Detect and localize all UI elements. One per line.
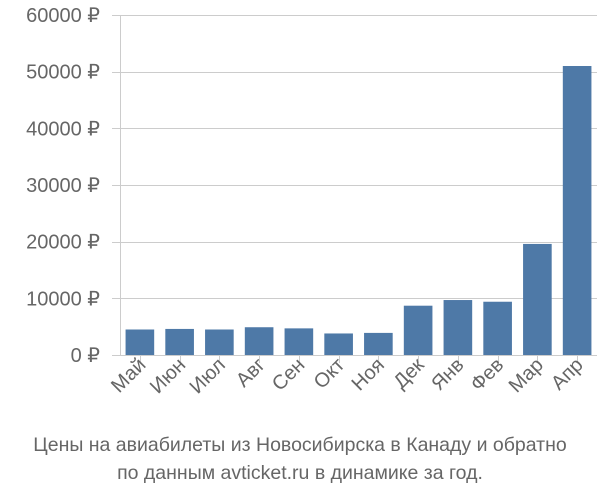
bar-4 [244,327,274,355]
x-tick-label: Янв [427,354,468,395]
y-tick-label: 20000 ₽ [26,232,100,254]
chart-caption-line-1: Цены на авиабилеты из Новосибирска в Кан… [33,434,567,456]
bar-11 [523,243,552,355]
x-tick-label: Апр [547,354,588,395]
x-tick-label: Окт [310,354,349,393]
bar-3 [205,329,234,355]
y-tick-label: 30000 ₽ [26,175,100,197]
bar-10 [483,301,512,355]
x-tick-label: Сен [268,354,309,395]
chart-caption-line-2: по данным avticket.ru в динамике за год. [117,462,483,484]
x-tick-label: Июл [186,354,230,398]
bar-12 [562,66,592,355]
bar-7 [364,332,393,355]
x-tick-label: Май [107,354,150,397]
y-tick-label: 40000 ₽ [26,118,100,140]
bars [125,66,592,355]
bar-9 [443,300,473,355]
bar-1 [125,329,155,355]
x-tick-label: Фев [466,354,508,396]
bar-2 [165,328,194,355]
grid-lines [120,15,597,356]
y-tick-labels: 0 ₽ 10000 ₽ 20000 ₽ 30000 ₽ 40000 ₽ 50000 ₽ 60… [26,5,100,367]
y-tick-label: 60000 ₽ [26,5,100,27]
bar-6 [324,333,353,355]
x-tick-label: Июн [146,354,190,398]
bar-8 [403,305,433,355]
x-tick-label: Дек [389,354,428,393]
bar-5 [284,328,314,355]
price-bar-chart: 0 ₽ 10000 ₽ 20000 ₽ 30000 ₽ 40000 ₽ 50000 ₽ 60… [26,5,597,398]
axes [112,15,578,363]
y-tick-label: 0 ₽ [71,345,101,367]
x-tick-label: Мар [505,354,548,397]
y-tick-label: 10000 ₽ [26,288,100,310]
y-tick-label: 50000 ₽ [26,62,100,84]
x-tick-label: Авг [232,354,270,392]
x-tick-label: Ноя [348,354,389,395]
